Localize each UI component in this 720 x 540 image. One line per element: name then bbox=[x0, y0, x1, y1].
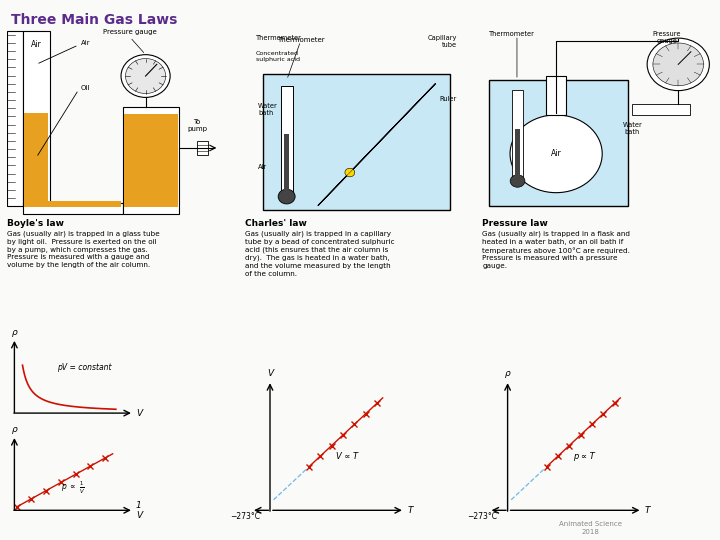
Circle shape bbox=[125, 58, 166, 93]
Circle shape bbox=[653, 43, 703, 86]
Text: To
pump: To pump bbox=[187, 119, 207, 132]
Text: p $\propto$ $\frac{1}{V}$: p $\propto$ $\frac{1}{V}$ bbox=[61, 480, 86, 496]
Text: Three Main Gas Laws: Three Main Gas Laws bbox=[11, 14, 177, 28]
Bar bbox=[263, 74, 450, 210]
Bar bbox=[281, 86, 293, 193]
Text: Ruler: Ruler bbox=[440, 96, 457, 103]
Bar bbox=[24, 201, 121, 207]
Text: Concentrated
sulphuric acid: Concentrated sulphuric acid bbox=[256, 51, 300, 62]
Text: T: T bbox=[645, 506, 650, 515]
Polygon shape bbox=[318, 84, 436, 206]
Text: Gas (usually air) is trapped in a capillary
tube by a bead of concentrated sulph: Gas (usually air) is trapped in a capill… bbox=[245, 231, 395, 277]
Text: Air: Air bbox=[81, 40, 91, 46]
Circle shape bbox=[510, 175, 525, 187]
Circle shape bbox=[345, 168, 355, 177]
Bar bbox=[23, 204, 123, 214]
Text: 1
V: 1 V bbox=[136, 501, 142, 520]
Text: V: V bbox=[267, 369, 273, 378]
Circle shape bbox=[510, 115, 602, 193]
Text: Pressure gauge: Pressure gauge bbox=[103, 29, 157, 35]
Text: p ∝ T: p ∝ T bbox=[573, 453, 595, 461]
Text: ρ: ρ bbox=[12, 425, 17, 434]
Bar bbox=[24, 113, 48, 206]
Bar bbox=[632, 104, 690, 115]
Text: Oil: Oil bbox=[81, 85, 90, 91]
Text: Air: Air bbox=[551, 149, 562, 158]
Bar bbox=[516, 129, 520, 177]
Bar bbox=[197, 141, 208, 155]
Text: Air: Air bbox=[31, 40, 42, 50]
Text: Water
bath: Water bath bbox=[258, 103, 278, 116]
Bar bbox=[125, 114, 178, 207]
Bar bbox=[23, 31, 50, 206]
Circle shape bbox=[121, 55, 170, 97]
Text: V: V bbox=[136, 409, 142, 417]
Text: Water
bath: Water bath bbox=[622, 122, 642, 135]
Circle shape bbox=[647, 38, 709, 91]
Bar bbox=[513, 90, 523, 177]
Text: Pressure
gauge: Pressure gauge bbox=[652, 31, 681, 44]
Text: Boyle's law: Boyle's law bbox=[7, 219, 64, 228]
Text: Animated Science
2018: Animated Science 2018 bbox=[559, 521, 622, 535]
Text: Thermometer: Thermometer bbox=[276, 37, 325, 43]
Text: Gas (usually air) is trapped in a glass tube
by light oil.  Pressure is exerted : Gas (usually air) is trapped in a glass … bbox=[7, 231, 160, 268]
Text: −273°C: −273°C bbox=[467, 512, 498, 521]
Bar bbox=[284, 134, 289, 193]
Text: ρ: ρ bbox=[505, 369, 510, 378]
Bar bbox=[490, 80, 628, 206]
Text: Gas (usually air) is trapped in a flask and
heated in a water bath, or an oil ba: Gas (usually air) is trapped in a flask … bbox=[482, 231, 631, 269]
Text: pV = constant: pV = constant bbox=[57, 362, 112, 372]
Text: V ∝ T: V ∝ T bbox=[336, 453, 358, 461]
Text: Air: Air bbox=[258, 164, 267, 171]
Circle shape bbox=[278, 189, 295, 204]
Bar bbox=[123, 107, 179, 214]
Bar bbox=[546, 76, 567, 115]
Text: ρ: ρ bbox=[12, 328, 17, 336]
Text: Charles' law: Charles' law bbox=[245, 219, 307, 228]
Text: −273°C: −273°C bbox=[230, 512, 260, 521]
Text: Capillary
tube: Capillary tube bbox=[428, 35, 457, 48]
Text: Thermometer: Thermometer bbox=[490, 31, 535, 37]
Bar bbox=[7, 31, 23, 206]
Text: Pressure law: Pressure law bbox=[482, 219, 548, 228]
Text: T: T bbox=[408, 506, 413, 515]
Text: Thermometer: Thermometer bbox=[256, 35, 302, 41]
